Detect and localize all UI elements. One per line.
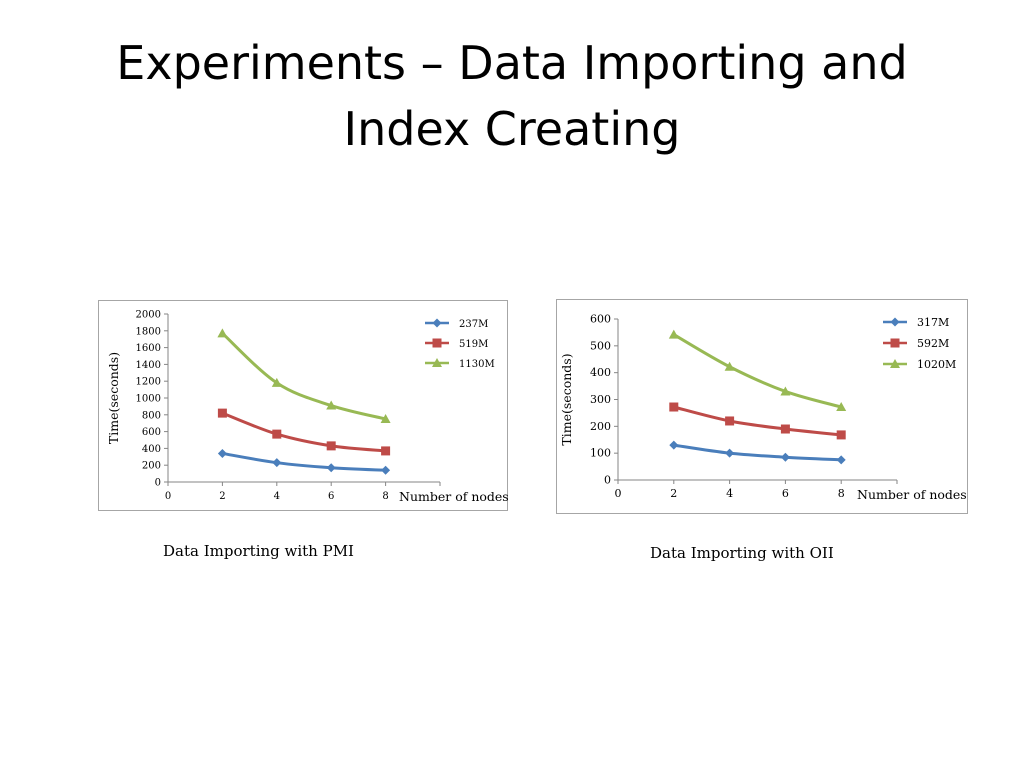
slide-title: Experiments – Data Importing and Index C… [0, 30, 1024, 162]
pmi-data-point [272, 458, 282, 468]
oii-series-0 [669, 440, 846, 465]
oii-x-axis-label: Number of nodes [857, 487, 967, 502]
oii-x-tick-label: 0 [615, 487, 622, 500]
oii-data-point [724, 361, 735, 371]
oii-y-tick-label: 200 [590, 420, 611, 433]
pmi-series-line [221, 411, 386, 453]
pmi-data-point [217, 448, 227, 458]
oii-series-1 [669, 402, 846, 440]
oii-series-line [673, 333, 842, 409]
oii-data-point [836, 455, 846, 465]
pmi-legend-entry: 1130M [425, 358, 495, 370]
slide-title-line-1: Experiments – Data Importing and [116, 36, 908, 90]
oii-y-axis-label: Time(seconds) [559, 353, 574, 445]
chart-pmi-svg: 0 200 400 600 800 1000 1200 1400 1600 1800 2000 0 2 4… [106, 310, 509, 505]
pmi-legend-marker [432, 318, 442, 328]
oii-data-point [836, 402, 847, 412]
pmi-y-tick-label: 0 [155, 478, 161, 489]
oii-legend-entry: 592M [883, 337, 949, 350]
caption-pmi: Data Importing with PMI [163, 542, 354, 560]
oii-series-2 [668, 329, 847, 412]
pmi-y-tick-label: 1200 [136, 377, 161, 388]
pmi-y-axis-label: Time(seconds) [106, 352, 121, 444]
oii-legend-label: 1020M [917, 358, 956, 371]
oii-x-tick-label: 8 [838, 487, 845, 500]
pmi-y-tick-label: 200 [142, 461, 161, 472]
pmi-legend-entry: 237M [425, 318, 488, 330]
pmi-data-point [217, 328, 228, 338]
oii-legend-label: 592M [917, 337, 949, 350]
pmi-x-tick-label: 6 [328, 491, 334, 502]
pmi-legend-entry: 519M [425, 338, 488, 350]
oii-data-point [725, 416, 735, 426]
oii-legend-marker [890, 359, 900, 368]
pmi-x-tick-label: 0 [165, 491, 171, 502]
pmi-data-point [272, 429, 282, 439]
oii-y-tick-label: 100 [590, 447, 611, 460]
pmi-legend-label: 1130M [459, 359, 495, 370]
pmi-data-point [326, 400, 337, 410]
oii-y-tick-label: 600 [590, 313, 611, 326]
oii-legend-entry: 1020M [883, 358, 956, 371]
pmi-data-point [271, 377, 282, 387]
oii-legend-entry: 317M [883, 316, 949, 329]
oii-x-tick-label: 4 [726, 487, 733, 500]
oii-series-line [673, 405, 842, 437]
pmi-legend-marker [432, 358, 442, 367]
pmi-legend-label: 519M [459, 339, 488, 350]
oii-legend-marker [890, 338, 900, 348]
oii-data-point [725, 448, 735, 458]
oii-y-tick-label: 500 [590, 339, 611, 352]
pmi-y-tick-label: 1600 [136, 343, 161, 354]
caption-oii: Data Importing with OII [650, 544, 834, 562]
pmi-x-tick-label: 4 [274, 491, 280, 502]
pmi-x-tick-label: 2 [219, 491, 225, 502]
oii-legend-marker [890, 317, 900, 327]
oii-data-point [669, 402, 679, 412]
pmi-y-tick-label: 800 [142, 410, 161, 421]
oii-data-point [669, 440, 679, 450]
pmi-legend-label: 237M [459, 319, 488, 330]
chart-pmi: 0 200 400 600 800 1000 1200 1400 1600 1800 2000 0 2 4… [98, 300, 509, 511]
pmi-x-tick-label: 8 [382, 491, 388, 502]
oii-data-point [668, 329, 679, 339]
oii-y-tick-label: 400 [590, 366, 611, 379]
chart-oii-svg: 0 100 200 300 400 500 600 0 2 4 6 8 Number of nodes T… [559, 313, 967, 503]
pmi-series-0 [217, 448, 391, 475]
pmi-data-point [326, 463, 336, 473]
pmi-x-axis-label: Number of nodes [399, 489, 509, 504]
pmi-y-tick-label: 1000 [136, 394, 161, 405]
oii-y-tick-label: 0 [604, 474, 611, 487]
slide-title-line-2: Index Creating [343, 102, 681, 156]
oii-data-point [780, 386, 791, 396]
pmi-legend-marker [432, 338, 442, 348]
oii-x-tick-label: 6 [782, 487, 789, 500]
pmi-data-point [326, 441, 336, 451]
pmi-y-tick-label: 1800 [136, 326, 161, 337]
oii-data-point [780, 452, 790, 462]
pmi-series-line [222, 451, 386, 472]
oii-x-tick-label: 2 [670, 487, 677, 500]
oii-legend-label: 317M [917, 316, 949, 329]
oii-data-point [780, 424, 790, 434]
pmi-series-2 [217, 328, 391, 423]
oii-data-point [836, 430, 846, 440]
pmi-data-point [217, 408, 227, 418]
oii-y-tick-label: 300 [590, 393, 611, 406]
pmi-y-tick-label: 1400 [136, 360, 161, 371]
pmi-data-point [381, 446, 391, 456]
pmi-y-tick-label: 2000 [136, 310, 161, 321]
pmi-y-tick-label: 600 [142, 427, 161, 438]
pmi-series-1 [217, 408, 391, 456]
pmi-data-point [380, 414, 391, 423]
pmi-series-line [221, 332, 386, 421]
oii-series-line [673, 443, 842, 462]
pmi-y-tick-label: 400 [142, 444, 161, 455]
chart-oii: 0 100 200 300 400 500 600 0 2 4 6 8 Number of nodes T… [556, 299, 968, 514]
pmi-data-point [381, 465, 391, 475]
